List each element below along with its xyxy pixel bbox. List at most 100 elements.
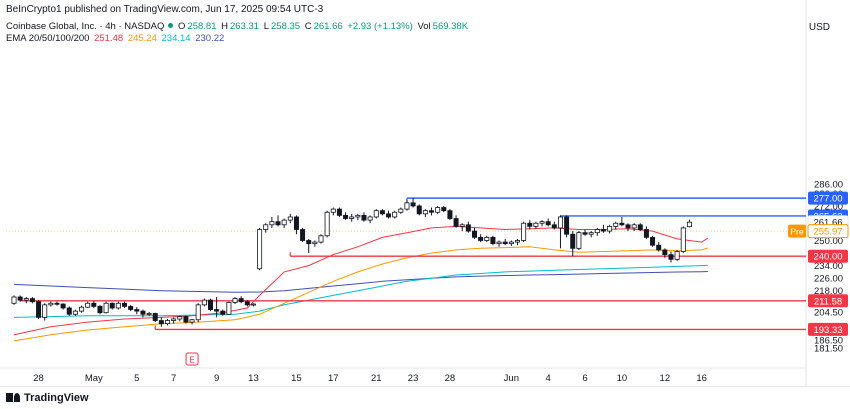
y-tick-label: 286.00 <box>814 180 843 191</box>
candle-body <box>453 218 459 227</box>
x-tick-label: 13 <box>248 373 259 384</box>
candle-body <box>502 241 508 245</box>
candle-body <box>508 241 514 245</box>
pre-market-badge <box>788 224 806 238</box>
x-tick-label: 16 <box>696 373 707 384</box>
candle-body <box>527 222 533 227</box>
candle-body <box>109 302 115 309</box>
candle-body <box>140 310 146 315</box>
candle-body <box>398 208 404 213</box>
candle-body <box>91 302 97 307</box>
candle-body <box>459 224 465 227</box>
candle-body <box>263 224 269 230</box>
symbol-title[interactable]: Coinbase Global, Inc. · 4h · NASDAQ <box>6 21 165 32</box>
candle-body <box>650 236 656 246</box>
candle-body <box>668 254 674 260</box>
candle-body <box>576 232 582 249</box>
ema100-value: 234.14 <box>161 33 191 44</box>
footer-bar: TradingView <box>0 386 850 409</box>
candle-body <box>324 211 330 237</box>
ema20-value: 251.48 <box>94 33 124 44</box>
pre-market-badge-label: Pre <box>790 227 804 237</box>
open-label: O <box>178 21 186 32</box>
pre-market-price-label: 255.97 <box>813 227 842 238</box>
candle-body <box>195 304 201 321</box>
candle-body <box>662 249 668 256</box>
tradingview-logo-icon <box>6 393 20 402</box>
candle-body <box>244 301 250 306</box>
y-tick-label: 234.00 <box>814 261 843 272</box>
candle-body <box>355 214 361 218</box>
candle-body <box>643 229 649 238</box>
candle-body <box>680 227 686 252</box>
open-value: 258.81 <box>187 21 217 32</box>
x-tick-label: 10 <box>617 373 628 384</box>
market-status-icon <box>168 23 174 29</box>
low-label: L <box>263 21 270 32</box>
earnings-event-label: E <box>189 355 195 365</box>
ema100-line <box>13 264 708 318</box>
tradingview-logo[interactable]: TradingView <box>6 392 89 404</box>
ema200-value: 230.22 <box>195 33 225 44</box>
level-price-tag-label: 211.58 <box>814 296 842 307</box>
close-value: 261.66 <box>313 21 343 32</box>
candle-body <box>158 320 164 325</box>
candle-body <box>79 306 85 312</box>
candle-body <box>349 216 355 219</box>
candle-body <box>637 224 643 230</box>
candle-body <box>588 232 594 235</box>
candle-body <box>447 210 453 219</box>
candle-body <box>85 302 91 308</box>
candle-body <box>600 229 606 232</box>
candle-body <box>54 302 60 305</box>
candle-body <box>557 216 563 229</box>
candle-body <box>11 296 17 304</box>
x-tick-label: Jun <box>504 373 519 384</box>
candle-body <box>373 210 379 218</box>
candle-body <box>496 241 502 245</box>
y-tick-label: 218.00 <box>814 286 843 297</box>
candle-body <box>164 320 170 325</box>
candle-body <box>619 222 625 226</box>
symbol-legend: Coinbase Global, Inc. · 4h · NASDAQ O 258… <box>6 21 470 32</box>
candle-body <box>103 302 109 314</box>
price-chart[interactable]: 286.00280.00272.00250.00242.00234.00226.… <box>0 0 850 386</box>
currency-label[interactable]: USD <box>808 22 830 33</box>
candle-body <box>594 229 600 234</box>
candle-body <box>570 233 576 249</box>
x-tick-label: 28 <box>445 373 456 384</box>
candle-body <box>613 222 619 227</box>
high-label: H <box>221 21 229 32</box>
tradingview-brand: TradingView <box>24 392 89 404</box>
x-tick-label: 23 <box>408 373 419 384</box>
candle-body <box>625 224 631 229</box>
ema-legend[interactable]: EMA 20/50/100/200 251.48 245.24 234.14 2… <box>6 33 226 44</box>
candle-body <box>631 224 637 229</box>
candle-body <box>287 216 293 221</box>
candle-body <box>306 240 312 245</box>
level-price-tag-label: 240.00 <box>813 252 842 263</box>
y-tick-label: 250.00 <box>814 236 843 247</box>
candle-body <box>183 316 189 323</box>
candle-body <box>343 214 349 219</box>
publisher-line: BeInCrypto1 published on TradingView.com… <box>6 4 324 15</box>
candle-body <box>42 304 48 318</box>
candle-body <box>17 296 23 301</box>
candle-body <box>465 224 471 232</box>
candle-body <box>201 299 207 306</box>
candle-body <box>484 236 490 241</box>
candle-body <box>250 303 256 306</box>
candle-body <box>257 229 263 270</box>
ema50-line <box>13 246 708 342</box>
candle-body <box>404 202 410 210</box>
candle-body <box>226 302 232 315</box>
candle-body <box>29 298 35 303</box>
candle-body <box>582 232 588 235</box>
candle-body <box>23 298 29 301</box>
candle-body <box>545 221 551 226</box>
level-price-tag-label: 277.00 <box>813 194 842 205</box>
candle-body <box>152 313 158 321</box>
candle-body <box>189 319 195 323</box>
candle-body <box>318 235 324 243</box>
ema200-line <box>13 271 708 293</box>
